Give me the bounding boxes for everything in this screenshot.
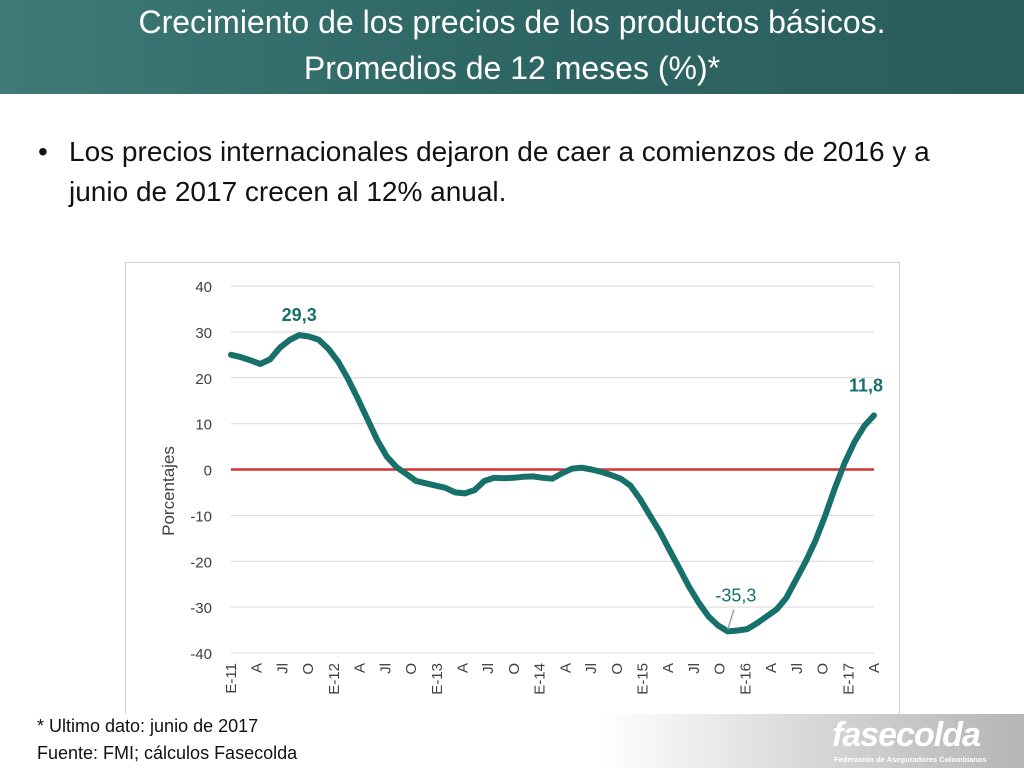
y-tick-label: -10 xyxy=(190,508,212,525)
data-label: 11,8 xyxy=(849,375,883,395)
data-label: 29,3 xyxy=(282,305,317,325)
bullet-icon: • xyxy=(38,136,48,167)
annotation-leader xyxy=(727,609,735,630)
x-tick-label: A xyxy=(866,663,883,673)
y-tick-label: -20 xyxy=(190,554,212,571)
x-tick-label: E-14 xyxy=(532,663,549,695)
x-tick-label: Jl xyxy=(377,663,394,674)
y-tick-label: 40 xyxy=(195,279,212,296)
x-tick-label: E-16 xyxy=(737,663,754,695)
x-tick-label: A xyxy=(763,663,780,673)
data-label: -35,3 xyxy=(715,585,756,605)
slide-title-line-1: Crecimiento de los precios de los produc… xyxy=(138,4,886,40)
title-bar: Crecimiento de los precios de los produc… xyxy=(0,0,1024,94)
y-tick-label: -40 xyxy=(190,646,212,663)
y-axis-label: Porcentajes xyxy=(159,446,178,536)
y-tick-label: 30 xyxy=(195,325,212,342)
x-tick-label: A xyxy=(660,663,677,673)
x-tick-label: A xyxy=(454,663,471,673)
line-chart: 40 30 20 10 0 -10 -20 -30 -40 E-11 A Jl O E-12 A Jl O E-1… xyxy=(159,279,883,695)
x-tick-label: A xyxy=(352,663,369,673)
x-tick-label: E-13 xyxy=(429,663,446,695)
x-tick-label: E-11 xyxy=(223,663,240,694)
x-tick-label: O xyxy=(403,663,420,675)
fasecolda-logo: fasecolda Federación de Aseguradores Col… xyxy=(832,716,1012,768)
x-tick-label: Jl xyxy=(789,663,806,674)
chart-frame: 40 30 20 10 0 -10 -20 -30 -40 E-11 A Jl O E-12 A Jl O E-1… xyxy=(125,262,900,716)
x-tick-label: E-15 xyxy=(635,663,652,695)
slide-title-line-2: Promedios de 12 meses (%)* xyxy=(303,50,721,86)
x-tick-label: Jl xyxy=(274,663,291,674)
x-tick-label: O xyxy=(815,663,832,675)
x-tick-label: O xyxy=(300,663,317,675)
x-tick-label: O xyxy=(712,663,729,675)
x-tick-label: A xyxy=(557,663,574,673)
x-tick-label: E-17 xyxy=(840,663,857,695)
y-tick-label: -30 xyxy=(190,600,212,617)
x-tick-label: O xyxy=(506,663,523,675)
y-tick-label: 10 xyxy=(195,417,212,434)
x-tick-label: Jl xyxy=(583,663,600,674)
x-tick-label: A xyxy=(249,663,266,673)
logo-wordmark: fasecolda xyxy=(832,716,981,754)
footnote-last-data: * Ultimo dato: junio de 2017 xyxy=(37,716,259,736)
x-tick-label: Jl xyxy=(686,663,703,674)
y-tick-label: 20 xyxy=(195,371,212,388)
x-tick-label: Jl xyxy=(480,663,497,674)
footer-watermark xyxy=(600,714,1024,768)
x-tick-label: O xyxy=(609,663,626,675)
bullet-text: Los precios internacionales dejaron de c… xyxy=(69,136,930,207)
y-tick-label: 0 xyxy=(204,463,212,480)
x-tick-label: E-12 xyxy=(326,663,343,695)
footer: * Ultimo dato: junio de 2017 Fuente: FMI… xyxy=(0,714,1024,768)
footnote-source: Fuente: FMI; cálculos Fasecolda xyxy=(37,743,298,763)
logo-subtitle: Federación de Aseguradores Colombianos xyxy=(834,755,987,764)
series-line xyxy=(228,332,877,635)
